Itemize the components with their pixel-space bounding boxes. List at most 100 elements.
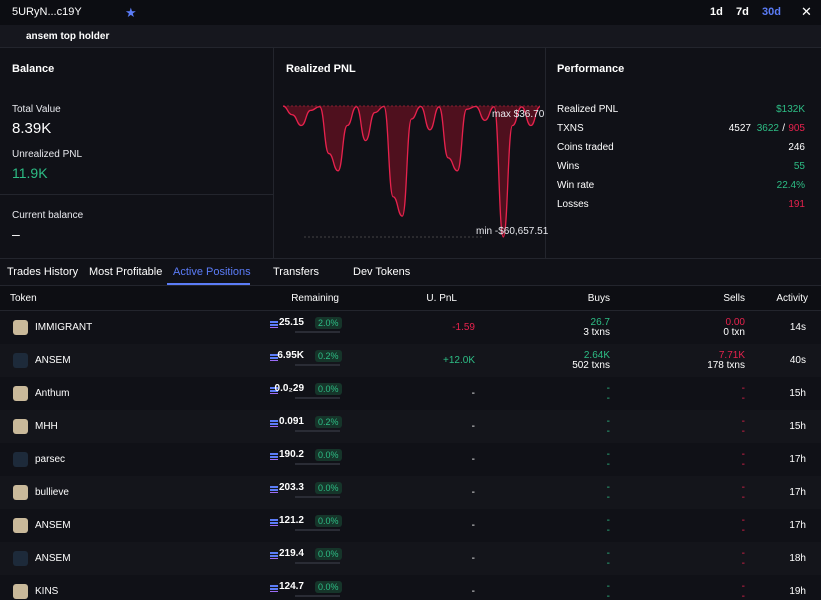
remaining-icon	[270, 319, 278, 328]
remaining-pct: 0.0%	[315, 449, 342, 461]
remaining-value: 121.2	[278, 515, 304, 526]
upnl: -	[471, 421, 475, 432]
perf-label: Losses	[557, 199, 589, 210]
wallet-address[interactable]: 5URyN...c19Y	[12, 6, 82, 18]
remaining-pct: 0.2%	[315, 350, 342, 362]
buys-txns: 502 txns	[572, 360, 610, 371]
range-1d[interactable]: 1d	[710, 6, 723, 18]
unrealized-label: Unrealized PNL	[12, 149, 83, 160]
sells-txns: -	[741, 459, 745, 470]
activity: 17h	[789, 454, 806, 465]
buys-value: -	[606, 581, 610, 592]
divider	[273, 48, 274, 258]
column-header: Token	[10, 293, 37, 304]
remaining-bar	[295, 430, 340, 432]
token-icon	[13, 452, 28, 467]
star-icon[interactable]: ★	[125, 5, 137, 20]
remaining-pct: 0.2%	[315, 416, 342, 428]
perf-label: Wins	[557, 161, 580, 172]
tab-underline	[167, 283, 250, 285]
remaining-bar	[295, 397, 340, 399]
remaining-bar	[295, 529, 340, 531]
tab[interactable]: Most Profitable	[89, 266, 163, 278]
token-icon	[13, 419, 28, 434]
txns-buys: 3622	[756, 123, 779, 134]
divider	[545, 48, 546, 258]
perf-label: Win rate	[557, 180, 595, 191]
buys-txns: -	[606, 591, 610, 600]
sells-txns: -	[741, 591, 745, 600]
max-label: max $36.70	[492, 109, 545, 120]
perf-value: 22.4%	[776, 180, 805, 191]
upnl: -	[471, 388, 475, 399]
sells-txns: -	[741, 492, 745, 503]
buys-value: -	[606, 416, 610, 427]
sells-txns: -	[741, 393, 745, 404]
activity: 15h	[789, 421, 806, 432]
tab[interactable]: Transfers	[273, 266, 320, 278]
sells-txns: -	[741, 558, 745, 569]
balance-title: Balance	[12, 63, 55, 75]
remaining-icon	[270, 484, 278, 493]
token-name[interactable]: ANSEM	[35, 355, 71, 366]
row-bg	[0, 410, 821, 443]
token-name[interactable]: ANSEM	[35, 553, 71, 564]
tab[interactable]: Active Positions	[173, 266, 251, 278]
activity: 40s	[789, 355, 806, 366]
token-icon	[13, 386, 28, 401]
top-bar	[0, 0, 821, 25]
column-header: Remaining	[291, 293, 339, 304]
remaining-pct: 0.0%	[315, 581, 342, 593]
sells-value: 0.00	[725, 317, 745, 328]
row-bg	[0, 344, 821, 377]
activity: 15h	[789, 388, 806, 399]
buys-txns: -	[606, 525, 610, 536]
remaining-pct: 0.0%	[315, 515, 342, 527]
perf-value: 246	[788, 142, 805, 153]
row-bg	[0, 542, 821, 575]
token-name[interactable]: bullieve	[35, 487, 69, 498]
tab[interactable]: Trades History	[7, 266, 79, 278]
token-name[interactable]: parsec	[35, 454, 66, 465]
column-header[interactable]: U. PnL	[426, 293, 457, 304]
pnl-chart	[282, 105, 541, 238]
token-name[interactable]: MHH	[35, 421, 58, 432]
buys-txns: -	[606, 492, 610, 503]
close-button[interactable]: ✕	[801, 4, 812, 19]
remaining-pct: 0.0%	[315, 548, 342, 560]
activity: 14s	[789, 322, 806, 333]
column-header: Buys	[587, 293, 610, 304]
token-icon	[13, 518, 28, 533]
remaining-icon	[270, 418, 278, 427]
tab[interactable]: Dev Tokens	[353, 266, 411, 278]
token-name[interactable]: Anthum	[35, 388, 70, 399]
unrealized-value: 11.9K	[12, 165, 48, 181]
perf-label: TXNS	[557, 123, 584, 134]
token-name[interactable]: ANSEM	[35, 520, 71, 531]
remaining-value: 219.4	[278, 548, 304, 559]
buys-value: -	[606, 515, 610, 526]
upnl: -	[471, 454, 475, 465]
token-name[interactable]: KINS	[35, 586, 59, 597]
row-bg	[0, 476, 821, 509]
column-header: Sells	[723, 293, 745, 304]
remaining-icon	[270, 550, 278, 559]
remaining-pct: 2.0%	[315, 317, 342, 329]
token-name[interactable]: IMMIGRANT	[35, 322, 93, 333]
range-7d[interactable]: 7d	[736, 6, 749, 18]
range-30d[interactable]: 30d	[762, 6, 781, 18]
holder-label: ansem top holder	[26, 31, 110, 42]
upnl: -	[471, 586, 475, 597]
upnl: -	[471, 487, 475, 498]
token-icon	[13, 551, 28, 566]
perf-value: $132K	[776, 104, 805, 115]
buys-txns: -	[606, 393, 610, 404]
performance-title: Performance	[557, 63, 625, 75]
current-value: –	[12, 226, 20, 242]
remaining-value: 203.3	[278, 482, 304, 493]
buys-txns: -	[606, 426, 610, 437]
txns-sep: /	[782, 123, 785, 134]
remaining-bar	[295, 595, 340, 597]
total-value: 8.39K	[12, 120, 52, 137]
table-header	[0, 285, 821, 311]
